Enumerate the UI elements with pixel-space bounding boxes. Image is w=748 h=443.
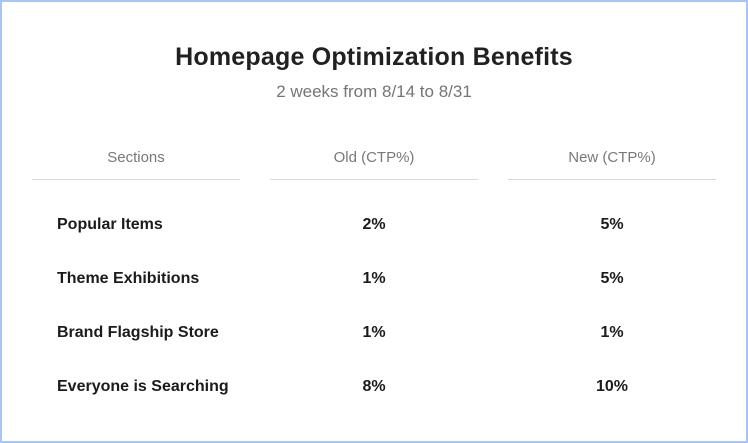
- section-name: Theme Exhibitions: [57, 270, 200, 288]
- old-ctp-value: 1%: [362, 270, 386, 288]
- page-title: Homepage Optimization Benefits: [175, 43, 573, 71]
- section-name: Brand Flagship Store: [57, 324, 219, 342]
- section-name: Everyone is Searching: [57, 378, 229, 396]
- old-ctp-value: 2%: [362, 216, 386, 234]
- table-row: Brand Flagship Store 1% 1%: [32, 306, 716, 360]
- new-ctp-value: 5%: [600, 216, 624, 234]
- new-ctp-value: 1%: [600, 324, 624, 342]
- new-ctp-value: 10%: [595, 378, 629, 396]
- table-header-row: Sections Old (CTP%) New (CTP%): [32, 149, 716, 181]
- old-ctp-value: 8%: [362, 378, 386, 396]
- table-body: Popular Items 2% 5% Theme Exhibitions 1%…: [32, 180, 716, 414]
- table-row: Everyone is Searching 8% 10%: [32, 360, 716, 414]
- new-ctp-value: 5%: [600, 270, 624, 288]
- column-header-new-ctp: New (CTP%): [508, 149, 716, 181]
- old-ctp-value: 1%: [362, 324, 386, 342]
- column-header-old-ctp: Old (CTP%): [270, 149, 478, 181]
- section-name: Popular Items: [57, 216, 163, 234]
- table-row: Theme Exhibitions 1% 5%: [32, 252, 716, 306]
- table-row: Popular Items 2% 5%: [32, 198, 716, 252]
- page-subtitle: 2 weeks from 8/14 to 8/31: [276, 82, 472, 101]
- column-header-sections: Sections: [32, 149, 240, 181]
- benefits-table: Sections Old (CTP%) New (CTP%) Popular I…: [32, 149, 716, 414]
